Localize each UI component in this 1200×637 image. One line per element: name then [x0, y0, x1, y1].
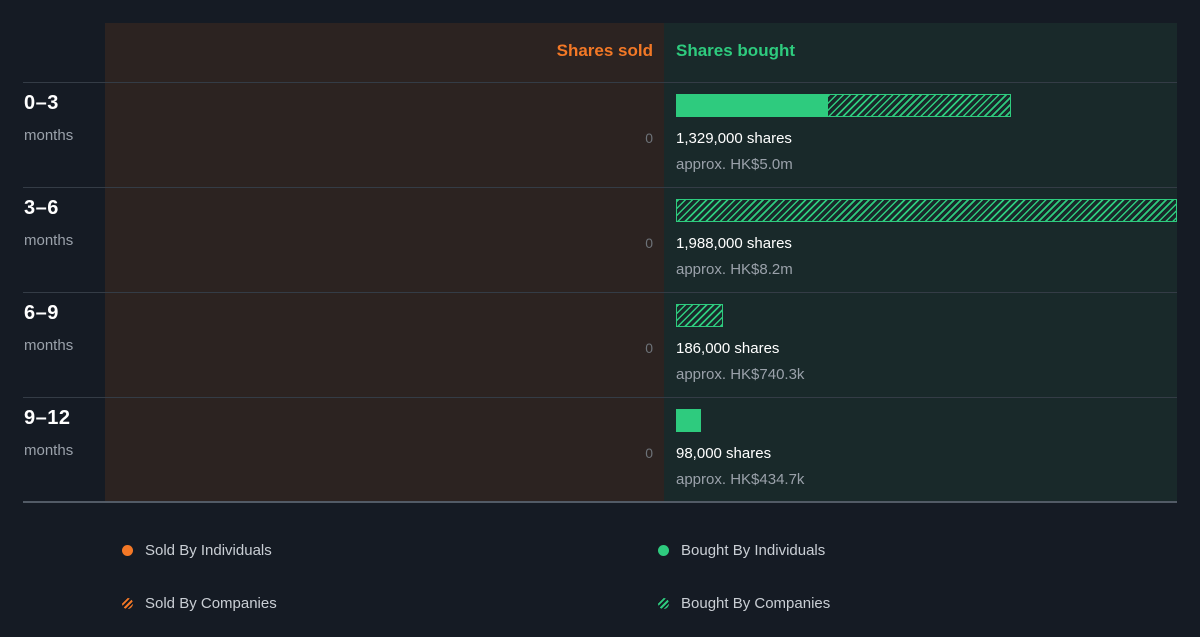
bought-by-companies-bar	[827, 94, 1011, 117]
table-bottom-border	[23, 501, 1177, 503]
legend-label: Sold By Companies	[145, 595, 277, 612]
row-divider	[23, 82, 1177, 83]
shares-bought-approx-value: approx. HK$740.3k	[676, 366, 805, 383]
bought-by-individuals-bar	[676, 94, 828, 117]
bought-by-individuals-bar	[676, 409, 701, 432]
shares-bought-header: Shares bought	[676, 41, 796, 60]
row-divider	[23, 292, 1177, 293]
legend-label: Bought By Individuals	[681, 542, 826, 559]
green-dot-icon	[658, 545, 669, 556]
period-label: 6–9	[24, 302, 59, 324]
period-row-6-9: 6–9 months 0 186,000 shares approx. HK$7…	[0, 293, 1200, 398]
period-label: 9–12	[24, 407, 71, 429]
row-divider	[23, 187, 1177, 188]
shares-bought-value: 98,000 shares	[676, 445, 772, 462]
shares-bought-value: 1,988,000 shares	[676, 235, 792, 252]
period-unit: months	[24, 442, 74, 459]
shares-bought-value: 186,000 shares	[676, 340, 780, 357]
period-row-9-12: 9–12 months 0 98,000 shares approx. HK$4…	[0, 398, 1200, 503]
bought-bar	[676, 409, 1177, 432]
bought-bar	[676, 94, 1177, 117]
legend-sold-individuals[interactable]: Sold By Individuals	[122, 542, 272, 559]
bought-by-companies-bar	[676, 199, 1177, 222]
period-unit: months	[24, 232, 74, 249]
shares-sold-panel	[105, 23, 664, 501]
legend-bought-companies[interactable]: Bought By Companies	[658, 595, 830, 612]
shares-sold-value: 0	[645, 445, 653, 461]
orange-hatched-dot-icon	[122, 598, 133, 609]
shares-bought-approx-value: approx. HK$8.2m	[676, 261, 793, 278]
bought-bar	[676, 199, 1177, 222]
legend-label: Sold By Individuals	[145, 542, 272, 559]
row-divider	[23, 397, 1177, 398]
bought-bar	[676, 304, 1177, 327]
period-unit: months	[24, 337, 74, 354]
shares-bought-approx-value: approx. HK$434.7k	[676, 471, 805, 488]
bought-by-companies-bar	[676, 304, 723, 327]
orange-dot-icon	[122, 545, 133, 556]
period-label: 0–3	[24, 92, 59, 114]
shares-sold-value: 0	[645, 340, 653, 356]
legend-bought-individuals[interactable]: Bought By Individuals	[658, 542, 825, 559]
period-label: 3–6	[24, 197, 59, 219]
shares-bought-approx-value: approx. HK$5.0m	[676, 156, 793, 173]
shares-sold-value: 0	[645, 130, 653, 146]
period-row-3-6: 3–6 months 0 1,988,000 shares approx. HK…	[0, 188, 1200, 293]
period-row-0-3: 0–3 months 0 1,329,000 shares approx. HK…	[0, 83, 1200, 188]
shares-sold-header: Shares sold	[556, 41, 653, 60]
period-unit: months	[24, 127, 74, 144]
shares-bought-value: 1,329,000 shares	[676, 130, 792, 147]
shares-sold-value: 0	[645, 235, 653, 251]
legend-sold-companies[interactable]: Sold By Companies	[122, 595, 277, 612]
green-hatched-dot-icon	[658, 598, 669, 609]
legend-label: Bought By Companies	[681, 595, 831, 612]
